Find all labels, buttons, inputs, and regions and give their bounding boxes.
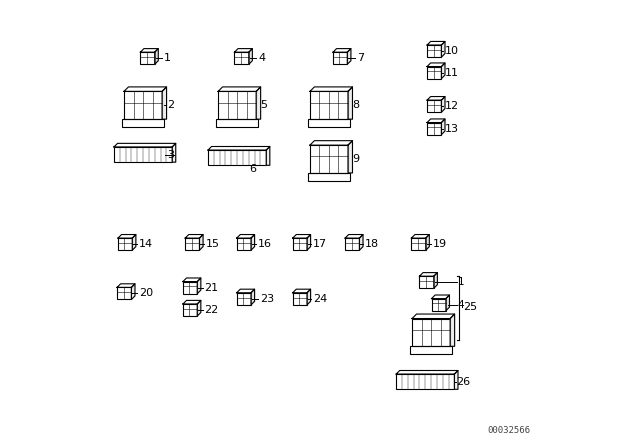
Bar xyxy=(118,238,132,250)
Bar xyxy=(308,119,350,127)
Bar xyxy=(333,52,348,65)
Polygon shape xyxy=(450,314,454,346)
Polygon shape xyxy=(132,235,136,250)
Bar xyxy=(427,100,442,112)
Bar xyxy=(216,119,259,127)
Text: 26: 26 xyxy=(456,377,470,387)
Polygon shape xyxy=(251,289,255,305)
Polygon shape xyxy=(266,146,270,165)
Polygon shape xyxy=(434,272,437,289)
Text: 00032566: 00032566 xyxy=(488,426,531,435)
Bar xyxy=(140,52,155,65)
Bar xyxy=(427,67,442,79)
Bar xyxy=(292,238,307,250)
Text: 4: 4 xyxy=(258,53,266,63)
Polygon shape xyxy=(251,235,255,250)
Text: 14: 14 xyxy=(139,239,153,249)
Polygon shape xyxy=(307,289,310,305)
Polygon shape xyxy=(197,300,201,316)
Text: 8: 8 xyxy=(352,100,360,110)
Text: 10: 10 xyxy=(445,46,459,56)
Text: 1: 1 xyxy=(164,53,171,63)
Bar xyxy=(427,45,442,57)
Polygon shape xyxy=(307,235,310,250)
Polygon shape xyxy=(197,278,201,294)
Bar xyxy=(419,276,434,289)
Bar xyxy=(237,238,251,250)
Polygon shape xyxy=(348,87,353,119)
Polygon shape xyxy=(155,49,158,65)
Polygon shape xyxy=(454,370,458,389)
Text: 7: 7 xyxy=(356,53,364,63)
Text: 22: 22 xyxy=(204,305,219,315)
Text: 13: 13 xyxy=(445,124,459,134)
Bar xyxy=(310,91,348,119)
Text: 9: 9 xyxy=(352,154,360,164)
Text: 15: 15 xyxy=(206,239,220,249)
Text: 1: 1 xyxy=(458,277,464,287)
Bar xyxy=(412,319,450,346)
Bar xyxy=(183,282,197,294)
Text: 16: 16 xyxy=(258,239,272,249)
Polygon shape xyxy=(348,49,351,65)
Bar xyxy=(308,173,350,181)
Polygon shape xyxy=(162,87,166,119)
Bar xyxy=(237,293,251,305)
Text: 5: 5 xyxy=(260,100,267,110)
Text: 12: 12 xyxy=(445,101,459,111)
Bar xyxy=(218,91,256,119)
Bar xyxy=(183,304,197,316)
Bar xyxy=(122,119,164,127)
Polygon shape xyxy=(442,97,445,112)
Bar xyxy=(292,293,307,305)
Polygon shape xyxy=(442,119,445,135)
Text: 24: 24 xyxy=(313,294,327,304)
Polygon shape xyxy=(256,87,260,119)
Bar xyxy=(117,288,131,300)
Bar xyxy=(427,123,442,135)
Bar xyxy=(310,145,348,173)
Polygon shape xyxy=(446,295,449,311)
Text: 20: 20 xyxy=(139,289,153,298)
Polygon shape xyxy=(348,141,353,173)
Text: 19: 19 xyxy=(433,239,447,249)
Bar xyxy=(345,238,360,250)
Bar xyxy=(114,147,172,162)
Polygon shape xyxy=(426,235,429,250)
Bar xyxy=(234,52,249,65)
Bar xyxy=(124,91,162,119)
Polygon shape xyxy=(442,63,445,79)
Text: 3: 3 xyxy=(167,150,174,159)
Polygon shape xyxy=(360,235,363,250)
Polygon shape xyxy=(200,235,203,250)
Text: 25: 25 xyxy=(463,302,477,312)
Polygon shape xyxy=(442,42,445,57)
Text: 23: 23 xyxy=(260,294,274,304)
Text: 18: 18 xyxy=(365,239,380,249)
Text: 2: 2 xyxy=(167,100,174,110)
Polygon shape xyxy=(131,284,135,300)
Bar xyxy=(431,298,446,311)
Text: 6: 6 xyxy=(249,164,256,174)
Bar xyxy=(396,374,454,389)
Text: 17: 17 xyxy=(313,239,327,249)
Text: 4: 4 xyxy=(458,300,464,310)
Bar xyxy=(412,238,426,250)
Bar xyxy=(410,346,452,354)
Polygon shape xyxy=(172,143,176,162)
Polygon shape xyxy=(249,49,252,65)
Bar xyxy=(185,238,200,250)
Text: 21: 21 xyxy=(204,283,218,293)
Text: 11: 11 xyxy=(445,68,459,78)
Bar xyxy=(208,150,266,165)
